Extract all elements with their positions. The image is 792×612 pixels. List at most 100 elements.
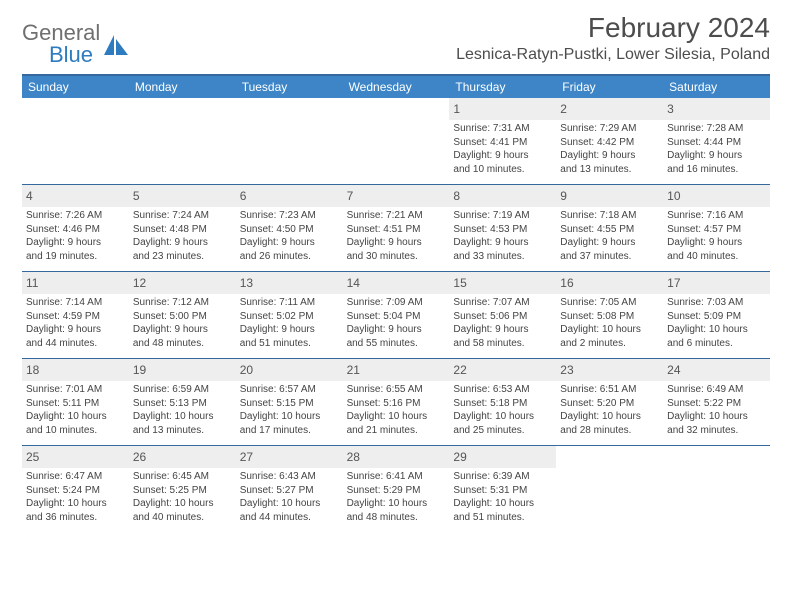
day-number-row: 19 [129, 359, 236, 381]
day-number-row: 29 [449, 446, 556, 468]
weekday-header: Tuesday [236, 76, 343, 98]
calendar-cell: 19Sunrise: 6:59 AMSunset: 5:13 PMDayligh… [129, 359, 236, 445]
calendar-cell: 7 Sunrise: 7:21 AMSunset: 4:51 PMDaylight… [343, 185, 450, 271]
calendar-week: 4 Sunrise: 7:26 AMSunset: 4:46 PMDaylight… [22, 184, 770, 271]
day-number: 18 [26, 363, 39, 377]
day-number: 9 [560, 189, 567, 203]
weekday-header: Thursday [449, 76, 556, 98]
calendar-cell: 16 Sunrise: 7:05 AMSunset: 5:08 PMDayligh… [556, 272, 663, 358]
calendar-cell: 24Sunrise: 6:49 AMSunset: 5:22 PMDayligh… [663, 359, 770, 445]
calendar-cell: 26Sunrise: 6:45 AMSunset: 5:25 PMDayligh… [129, 446, 236, 532]
calendar-cell: 11Sunrise: 7:14 AMSunset: 4:59 PMDayligh… [22, 272, 129, 358]
page-title: February 2024 [456, 12, 770, 44]
day-number: 1 [453, 102, 460, 116]
calendar-cell: 28Sunrise: 6:41 AMSunset: 5:29 PMDayligh… [343, 446, 450, 532]
location-label: Lesnica-Ratyn-Pustki, Lower Silesia, Pol… [456, 46, 770, 64]
day-number-row: 10 [663, 185, 770, 207]
day-info: Sunrise: 6:53 AMSunset: 5:18 PMDaylight:… [453, 383, 552, 437]
day-number-row: 1 [449, 98, 556, 120]
day-info: Sunrise: 6:45 AMSunset: 5:25 PMDaylight:… [133, 470, 232, 524]
day-number: 16 [560, 276, 573, 290]
day-number-row: 14 [343, 272, 450, 294]
day-info: Sunrise: 7:24 AMSunset: 4:48 PMDaylight:… [133, 209, 232, 263]
day-number-row: 18 [22, 359, 129, 381]
day-number-row: 11 [22, 272, 129, 294]
day-number: 14 [347, 276, 360, 290]
day-number-row: 23 [556, 359, 663, 381]
day-info: Sunrise: 6:55 AMSunset: 5:16 PMDaylight:… [347, 383, 446, 437]
day-info: Sunrise: 7:05 AMSunset: 5:08 PMDaylight:… [560, 296, 659, 350]
calendar-cell: 3Sunrise: 7:28 AMSunset: 4:44 PMDaylight… [663, 98, 770, 184]
day-number-row: 15 [449, 272, 556, 294]
day-number-row: 16 [556, 272, 663, 294]
day-number-row: 26 [129, 446, 236, 468]
day-info: Sunrise: 6:47 AMSunset: 5:24 PMDaylight:… [26, 470, 125, 524]
day-info: Sunrise: 6:39 AMSunset: 5:31 PMDaylight:… [453, 470, 552, 524]
day-info: Sunrise: 7:26 AMSunset: 4:46 PMDaylight:… [26, 209, 125, 263]
calendar-cell: 9Sunrise: 7:18 AMSunset: 4:55 PMDaylight… [556, 185, 663, 271]
day-info: Sunrise: 7:03 AMSunset: 5:09 PMDaylight:… [667, 296, 766, 350]
day-info: Sunrise: 7:16 AMSunset: 4:57 PMDaylight:… [667, 209, 766, 263]
calendar-week: 25 Sunrise: 6:47 AMSunset: 5:24 PMDayligh… [22, 445, 770, 532]
day-number-row: 22 [449, 359, 556, 381]
day-info: Sunrise: 7:31 AMSunset: 4:41 PMDaylight:… [453, 122, 552, 176]
calendar-cell [236, 98, 343, 184]
day-number: 7 [347, 189, 354, 203]
calendar-cell: 1 Sunrise: 7:31 AMSunset: 4:41 PMDaylight… [449, 98, 556, 184]
day-number: 25 [26, 450, 39, 464]
day-info: Sunrise: 6:43 AMSunset: 5:27 PMDaylight:… [240, 470, 339, 524]
calendar-cell: 5 Sunrise: 7:24 AMSunset: 4:48 PMDaylight… [129, 185, 236, 271]
calendar-cell: 22 Sunrise: 6:53 AMSunset: 5:18 PMDayligh… [449, 359, 556, 445]
calendar-cell [22, 98, 129, 184]
day-number: 10 [667, 189, 680, 203]
day-info: Sunrise: 7:12 AMSunset: 5:00 PMDaylight:… [133, 296, 232, 350]
day-number-row: 17 [663, 272, 770, 294]
day-info: Sunrise: 7:01 AMSunset: 5:11 PMDaylight:… [26, 383, 125, 437]
day-number: 5 [133, 189, 140, 203]
day-number: 29 [453, 450, 466, 464]
day-number: 21 [347, 363, 360, 377]
day-number-row: 5 [129, 185, 236, 207]
day-number: 24 [667, 363, 680, 377]
calendar: SundayMondayTuesdayWednesdayThursdayFrid… [22, 74, 770, 532]
day-info: Sunrise: 7:28 AMSunset: 4:44 PMDaylight:… [667, 122, 766, 176]
day-info: Sunrise: 7:19 AMSunset: 4:53 PMDaylight:… [453, 209, 552, 263]
day-number: 2 [560, 102, 567, 116]
calendar-cell: 14Sunrise: 7:09 AMSunset: 5:04 PMDayligh… [343, 272, 450, 358]
calendar-cell: 20Sunrise: 6:57 AMSunset: 5:15 PMDayligh… [236, 359, 343, 445]
day-number-row: 13 [236, 272, 343, 294]
calendar-cell: 21 Sunrise: 6:55 AMSunset: 5:16 PMDayligh… [343, 359, 450, 445]
weekday-header: Saturday [663, 76, 770, 98]
calendar-week: 18 Sunrise: 7:01 AMSunset: 5:11 PMDayligh… [22, 358, 770, 445]
day-number-row: 24 [663, 359, 770, 381]
calendar-cell [663, 446, 770, 532]
calendar-cell: 27 Sunrise: 6:43 AMSunset: 5:27 PMDayligh… [236, 446, 343, 532]
calendar-body: 1 Sunrise: 7:31 AMSunset: 4:41 PMDaylight… [22, 98, 770, 532]
day-info: Sunrise: 7:29 AMSunset: 4:42 PMDaylight:… [560, 122, 659, 176]
day-number: 22 [453, 363, 466, 377]
weekday-header: Wednesday [343, 76, 450, 98]
calendar-cell: 2 Sunrise: 7:29 AMSunset: 4:42 PMDaylight… [556, 98, 663, 184]
day-number: 4 [26, 189, 33, 203]
calendar-cell [343, 98, 450, 184]
day-number: 20 [240, 363, 253, 377]
day-number-row: 28 [343, 446, 450, 468]
day-info: Sunrise: 7:21 AMSunset: 4:51 PMDaylight:… [347, 209, 446, 263]
calendar-cell: 13Sunrise: 7:11 AMSunset: 5:02 PMDayligh… [236, 272, 343, 358]
day-number: 6 [240, 189, 247, 203]
day-number: 19 [133, 363, 146, 377]
calendar-cell: 29 Sunrise: 6:39 AMSunset: 5:31 PMDayligh… [449, 446, 556, 532]
day-number: 17 [667, 276, 680, 290]
calendar-cell [129, 98, 236, 184]
calendar-cell: 18 Sunrise: 7:01 AMSunset: 5:11 PMDayligh… [22, 359, 129, 445]
weekday-header: Friday [556, 76, 663, 98]
weekday-header-row: SundayMondayTuesdayWednesdayThursdayFrid… [22, 76, 770, 98]
day-number: 27 [240, 450, 253, 464]
weekday-header: Monday [129, 76, 236, 98]
day-info: Sunrise: 7:11 AMSunset: 5:02 PMDaylight:… [240, 296, 339, 350]
day-number-row: 6 [236, 185, 343, 207]
weekday-header: Sunday [22, 76, 129, 98]
day-number: 12 [133, 276, 146, 290]
day-info: Sunrise: 6:41 AMSunset: 5:29 PMDaylight:… [347, 470, 446, 524]
day-number: 8 [453, 189, 460, 203]
